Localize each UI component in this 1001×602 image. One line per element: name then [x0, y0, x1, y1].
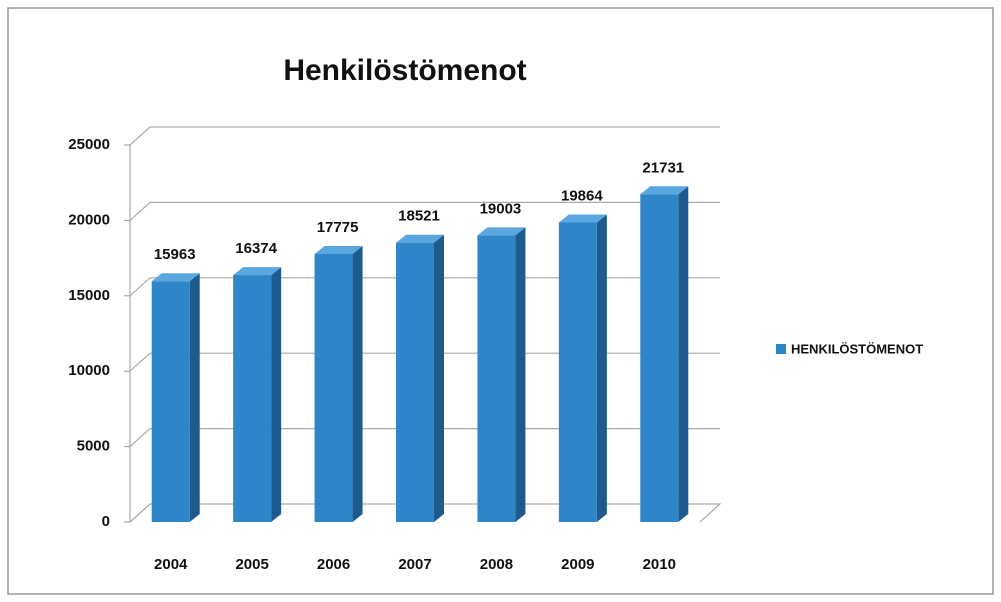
chart-title: Henkilöstömenot	[283, 54, 526, 87]
bar-side	[678, 186, 689, 523]
y-tick-label: 10000	[68, 362, 110, 379]
grid-line	[129, 352, 720, 372]
bar-side	[434, 234, 444, 523]
bar	[233, 275, 272, 522]
grid-line	[129, 428, 720, 448]
bar-side	[189, 273, 200, 522]
y-tick-label: 5000	[77, 438, 110, 455]
bar	[396, 242, 434, 523]
data-label: 19864	[561, 187, 603, 204]
grid-line	[129, 126, 720, 146]
x-tick-label: 2004	[154, 556, 188, 573]
bar-side	[596, 214, 607, 523]
grid-line	[129, 277, 720, 297]
data-label: 17775	[317, 219, 359, 236]
x-tick-label: 2008	[480, 556, 513, 573]
x-tick-label: 2007	[398, 556, 431, 573]
bar-top	[558, 214, 607, 223]
bar	[151, 281, 190, 522]
x-tick-label: 2006	[317, 556, 350, 573]
data-label: 16374	[235, 240, 277, 257]
bar-side	[271, 267, 282, 522]
bar-top	[233, 267, 282, 276]
y-tick-label: 20000	[68, 211, 110, 228]
bar-side	[352, 245, 363, 522]
bar-top	[477, 227, 526, 236]
x-tick-label: 2005	[235, 556, 268, 573]
legend-label: HENKILÖSTÖMENOT	[791, 341, 923, 356]
data-label: 19003	[480, 200, 522, 217]
bar-top	[151, 273, 200, 282]
bar	[640, 194, 679, 523]
y-tick-label: 15000	[68, 287, 110, 304]
data-label: 15963	[154, 246, 196, 263]
bar-top	[640, 186, 689, 195]
data-label: 21731	[642, 159, 684, 176]
bar	[314, 253, 353, 522]
data-label: 18521	[398, 208, 440, 225]
x-tick-label: 2010	[643, 556, 676, 573]
grid-line	[129, 201, 720, 221]
x-tick-label: 2009	[561, 556, 594, 573]
bar	[558, 222, 597, 523]
y-tick-label: 25000	[68, 136, 110, 153]
bar-top	[396, 234, 444, 243]
bar	[477, 235, 516, 522]
grid-line	[129, 503, 720, 523]
legend-swatch	[776, 344, 786, 354]
y-tick-label: 0	[102, 513, 110, 530]
bar-top	[314, 245, 363, 254]
bar-side	[515, 227, 526, 522]
